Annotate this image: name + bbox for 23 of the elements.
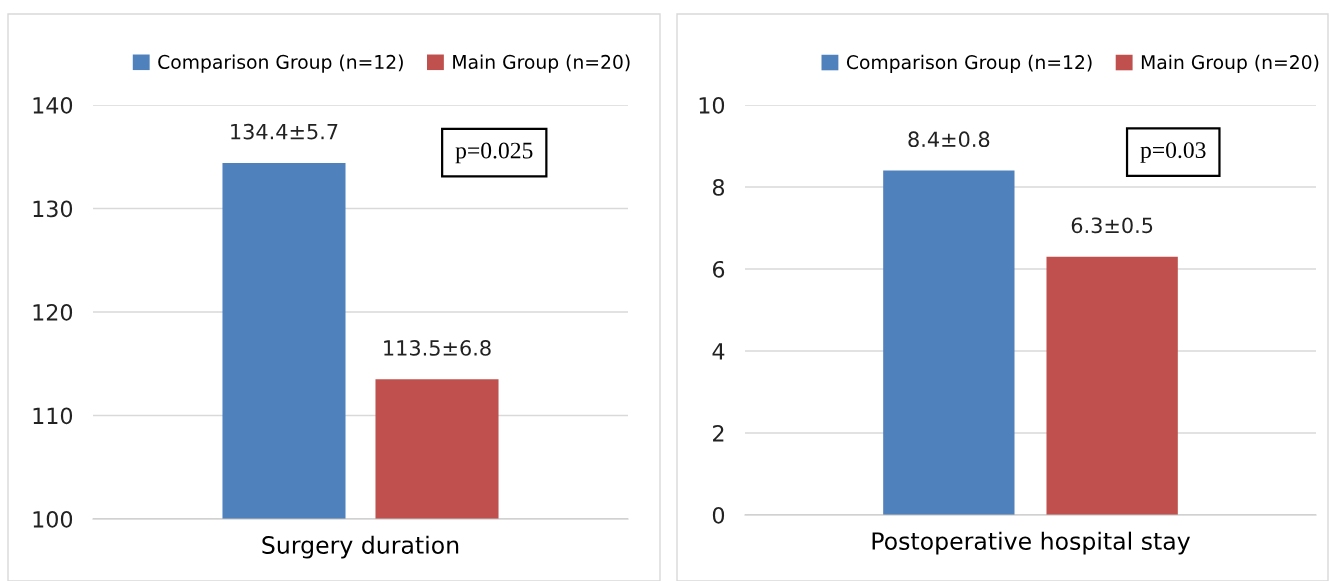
y-tick-label: 120 [33,303,73,321]
y-tick-label: 110 [33,407,73,425]
annotation: p=0.03 [1140,142,1206,163]
annotation: p=0.025 [455,142,533,164]
legend-label: Comparison Group (n=12) [158,54,403,73]
y-tick-label: 2 [713,424,724,442]
data-label: 6.3±0.5 [1071,217,1153,234]
y-tick-label: 4 [712,343,725,360]
data-label: 113.5±6.8 [384,340,491,356]
x-tick-label: Postoperative hospital stay [872,531,1190,555]
y-tick-label: 10 [699,96,725,114]
legend-label: Main Group (n=20) [453,54,630,73]
y-tick-label: 6 [712,260,725,278]
data-label: 8.4±0.8 [908,131,990,148]
y-tick-label: 140 [33,96,73,114]
y-tick-label: 8 [712,178,725,196]
legend-label: Main Group (n=20) [1141,54,1319,73]
y-tick-label: 100 [33,510,73,528]
y-tick-label: 130 [33,200,73,218]
data-label: 134.4±5.7 [231,123,338,140]
x-tick-label: Surgery duration [262,535,459,559]
legend-label: Comparison Group (n=12) [846,54,1092,73]
y-tick-label: 0 [712,506,725,524]
